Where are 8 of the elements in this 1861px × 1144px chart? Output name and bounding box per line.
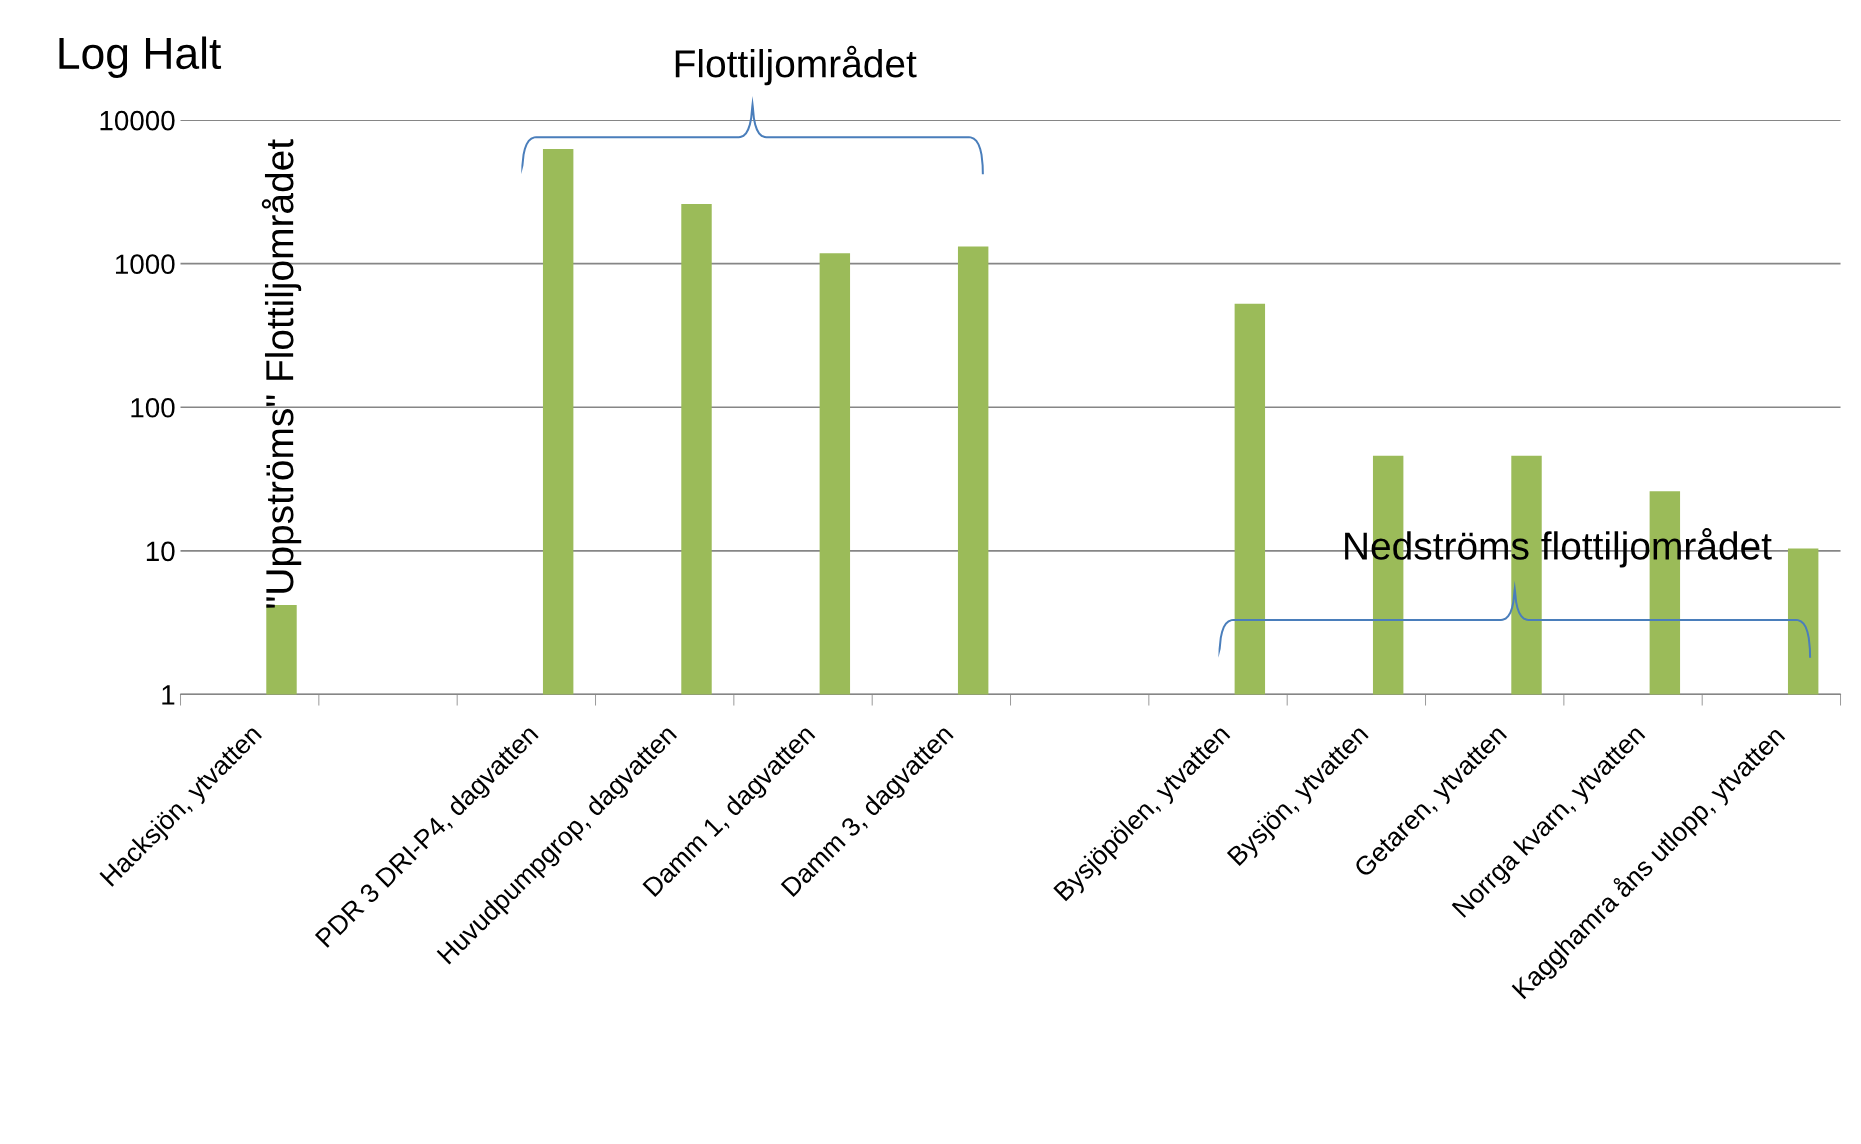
y-tick-label: 10 [146, 541, 175, 562]
y-axis-title: Log Halt [59, 36, 222, 78]
y-tick-label: 100 [131, 397, 175, 418]
y-tick-label: 1000 [115, 254, 175, 275]
y-tick-label: 10000 [100, 110, 175, 131]
annotation: "Uppströms" Flottiljområdet [261, 139, 302, 608]
y-tick-label: 1 [162, 685, 175, 705]
text: Flottiljområdet [675, 45, 917, 86]
